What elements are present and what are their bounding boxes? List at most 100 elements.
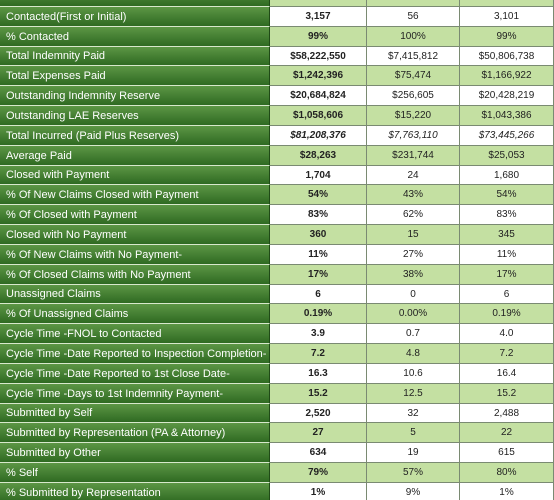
cell: 0.19% [460, 304, 554, 324]
cell: 16.4 [460, 364, 554, 384]
cell: 19 [367, 443, 460, 463]
cell: 1,680 [460, 166, 554, 185]
cell: 54% [460, 185, 554, 205]
cell: 345 [460, 225, 554, 245]
cell: 1% [460, 483, 554, 500]
cell: 2,488 [460, 404, 554, 423]
cell: $20,428,219 [460, 86, 554, 106]
cell: 634 [270, 443, 367, 463]
cell: 62% [367, 205, 460, 225]
cell: 27 [270, 423, 367, 443]
cell: $7,763,110 [367, 126, 460, 146]
cell: 57% [367, 463, 460, 483]
cell: 56 [367, 7, 460, 27]
row-label: % Of Closed with Payment [0, 205, 270, 225]
row-label: Closed with Payment [0, 166, 270, 185]
cell: 99% [460, 27, 554, 47]
cell: 22 [460, 423, 554, 443]
cell: $1,166,922 [460, 66, 554, 86]
cell: $75,474 [367, 66, 460, 86]
row-label: Cycle Time -Date Reported to 1st Close D… [0, 364, 270, 384]
cell: 12.5 [367, 384, 460, 404]
cell: 3,157 [270, 7, 367, 27]
cell: 4.8 [367, 344, 460, 364]
cell: 0.00% [367, 304, 460, 324]
cell: 0.19% [270, 304, 367, 324]
cell: $7,415,812 [367, 47, 460, 66]
row-label: Cycle Time -FNOL to Contacted [0, 324, 270, 344]
row-label: Total Incurred (Paid Plus Reserves) [0, 126, 270, 146]
row-label: Cycle Time -Date Reported to Inspection … [0, 344, 270, 364]
cell: $81,208,376 [270, 126, 367, 146]
cell: 83% [270, 205, 367, 225]
cell: $1,043,386 [460, 106, 554, 126]
cell [460, 0, 554, 7]
cell: 79% [270, 463, 367, 483]
row-label: Submitted by Representation (PA & Attorn… [0, 423, 270, 443]
row-label: Outstanding Indemnity Reserve [0, 86, 270, 106]
cell: 2,520 [270, 404, 367, 423]
cell: 7.2 [460, 344, 554, 364]
row-label: % Self [0, 463, 270, 483]
cell: 43% [367, 185, 460, 205]
row-label: % Submitted by Representation [0, 483, 270, 500]
row-label: Contacted(First or Initial) [0, 7, 270, 27]
cell [367, 0, 460, 7]
cell: $25,053 [460, 146, 554, 166]
cell: $1,058,606 [270, 106, 367, 126]
cell [270, 0, 367, 7]
row-label: Total Indemnity Paid [0, 47, 270, 66]
cell: 10.6 [367, 364, 460, 384]
cell: $256,605 [367, 86, 460, 106]
cell: 16.3 [270, 364, 367, 384]
row-label: Total Expenses Paid [0, 66, 270, 86]
row-label: Submitted by Other [0, 443, 270, 463]
cell: $50,806,738 [460, 47, 554, 66]
cell: $20,684,824 [270, 86, 367, 106]
cell: 80% [460, 463, 554, 483]
row-label: % Of New Claims Closed with Payment [0, 185, 270, 205]
cell: 32 [367, 404, 460, 423]
cell: 9% [367, 483, 460, 500]
cell: 3.9 [270, 324, 367, 344]
row-label: Cycle Time -Days to 1st Indemnity Paymen… [0, 384, 270, 404]
cell: 5 [367, 423, 460, 443]
cell: $73,445,266 [460, 126, 554, 146]
cell: 100% [367, 27, 460, 47]
row-label: Submitted by Self [0, 404, 270, 423]
cell: 54% [270, 185, 367, 205]
cell: 99% [270, 27, 367, 47]
cell: 38% [367, 265, 460, 285]
row-label: Outstanding LAE Reserves [0, 106, 270, 126]
cell: 11% [270, 245, 367, 265]
cell: 6 [460, 285, 554, 304]
cell: 360 [270, 225, 367, 245]
cell: $28,263 [270, 146, 367, 166]
label-cell [0, 0, 270, 7]
cell: 7.2 [270, 344, 367, 364]
cell: 17% [460, 265, 554, 285]
cell: $231,744 [367, 146, 460, 166]
cell: 15.2 [460, 384, 554, 404]
cell: $1,242,396 [270, 66, 367, 86]
row-label: % Of Closed Claims with No Payment [0, 265, 270, 285]
row-label: Average Paid [0, 146, 270, 166]
cell: 15.2 [270, 384, 367, 404]
cell: 615 [460, 443, 554, 463]
row-label: % Of Unassigned Claims [0, 304, 270, 324]
row-label: % Contacted [0, 27, 270, 47]
cell: 11% [460, 245, 554, 265]
cell: 24 [367, 166, 460, 185]
cell: 1% [270, 483, 367, 500]
row-label: Closed with No Payment [0, 225, 270, 245]
row-label: Unassigned Claims [0, 285, 270, 304]
cell: $58,222,550 [270, 47, 367, 66]
cell: 0 [367, 285, 460, 304]
cell: $15,220 [367, 106, 460, 126]
cell: 0.7 [367, 324, 460, 344]
cell: 15 [367, 225, 460, 245]
cell: 6 [270, 285, 367, 304]
cell: 27% [367, 245, 460, 265]
